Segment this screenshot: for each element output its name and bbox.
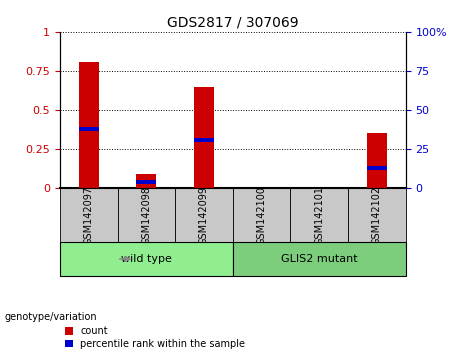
- Bar: [175, 188, 233, 242]
- Legend: count, percentile rank within the sample: count, percentile rank within the sample: [65, 326, 245, 349]
- Bar: [60, 242, 233, 276]
- Text: GLIS2 mutant: GLIS2 mutant: [281, 254, 358, 264]
- Bar: [233, 242, 406, 276]
- Bar: [348, 188, 406, 242]
- Text: GSM142097: GSM142097: [84, 185, 94, 245]
- Text: GSM142101: GSM142101: [314, 185, 324, 245]
- Text: GSM142100: GSM142100: [257, 185, 266, 245]
- Bar: [60, 188, 118, 242]
- Bar: [367, 166, 387, 170]
- Text: GSM142102: GSM142102: [372, 185, 382, 245]
- Title: GDS2817 / 307069: GDS2817 / 307069: [167, 15, 299, 29]
- Bar: [136, 174, 156, 188]
- Bar: [194, 87, 214, 188]
- Bar: [194, 138, 214, 142]
- Bar: [233, 188, 290, 242]
- Bar: [136, 180, 156, 184]
- Text: genotype/variation: genotype/variation: [5, 312, 97, 322]
- Bar: [290, 188, 348, 242]
- Text: wild type: wild type: [121, 254, 172, 264]
- Text: GSM142099: GSM142099: [199, 185, 209, 245]
- Bar: [79, 62, 99, 188]
- Bar: [367, 133, 387, 188]
- Text: GSM142098: GSM142098: [142, 185, 151, 245]
- Bar: [79, 127, 99, 131]
- Bar: [118, 188, 175, 242]
